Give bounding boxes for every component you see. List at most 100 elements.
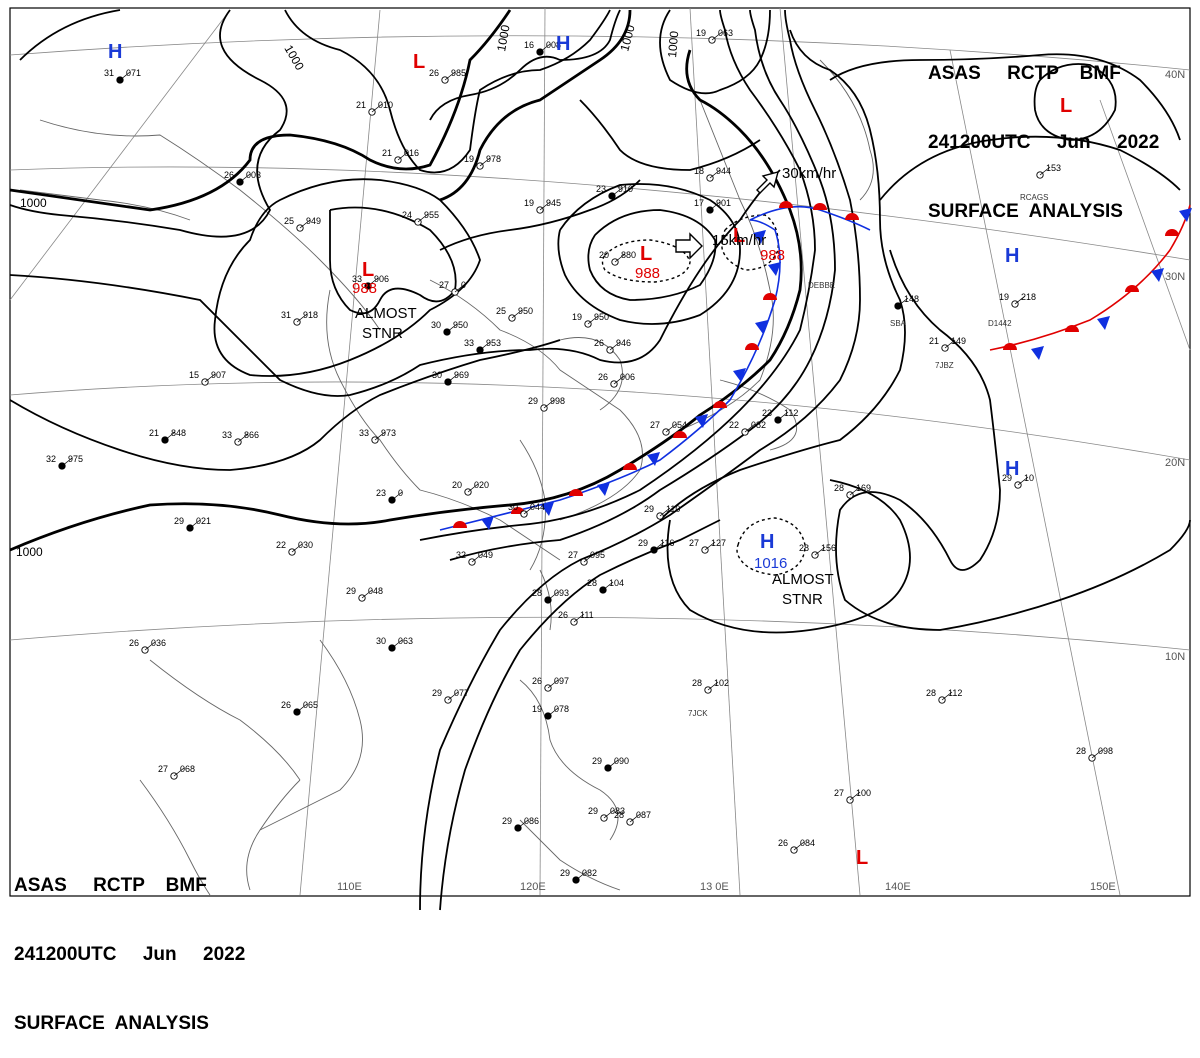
station-temperature: 21	[382, 148, 392, 158]
station-temperature: 25	[496, 306, 506, 316]
station-pressure: 008	[546, 40, 561, 50]
station-plot: 19 978	[464, 154, 501, 170]
station-plot: 31 918	[281, 310, 318, 326]
station-plot: 19 063	[696, 28, 733, 44]
warm-front-semicircle	[779, 201, 793, 208]
station-pressure: 906	[374, 274, 389, 284]
station-pressure: 065	[303, 700, 318, 710]
station-temperature: 26	[558, 610, 568, 620]
wind-barb	[164, 431, 176, 441]
latitude-label: 40N	[1165, 69, 1185, 81]
station-plot: 18 944	[694, 166, 731, 182]
station-pressure: 127	[711, 538, 726, 548]
wind-barb	[539, 43, 551, 53]
station-plot: 29 083	[588, 806, 625, 822]
station-plot: 29 082	[560, 868, 597, 884]
station-plot: 30 063	[376, 636, 413, 652]
almost-stationary-label: ALMOST	[355, 305, 417, 322]
station-plot: 27 100	[834, 788, 871, 804]
station-temperature: 32	[456, 550, 466, 560]
wind-barb	[1014, 295, 1026, 305]
station-plot: 21 010	[356, 100, 393, 116]
header-line-2: 241200UTC Jun 2022	[928, 132, 1160, 153]
station-pressure: 169	[856, 483, 871, 493]
station-pressure: 049	[478, 550, 493, 560]
station-pressure: 086	[524, 816, 539, 826]
station-temperature: 19	[572, 312, 582, 322]
wind-barb	[665, 423, 677, 433]
wind-barb	[944, 339, 956, 349]
station-temperature: 28	[1076, 746, 1086, 756]
station-plot: 25 949	[284, 216, 321, 232]
station-pressure: 975	[68, 454, 83, 464]
wind-barb	[444, 71, 456, 81]
station-temperature: 33	[464, 338, 474, 348]
wind-barb	[709, 201, 721, 211]
station-temperature: 33	[352, 274, 362, 284]
wind-barb	[613, 375, 625, 385]
station-plot: 28 104	[587, 578, 624, 594]
station-pressure: 098	[1098, 746, 1113, 756]
station-temperature: 33	[359, 428, 369, 438]
low-center-symbol: L	[1060, 95, 1072, 117]
station-plot: 22 030	[276, 540, 313, 556]
isobar-labels: 1000 1000 1000 1000 1000 1000	[16, 23, 681, 559]
station-temperature: 29	[1002, 473, 1012, 483]
header-bottom-left: ASAS RCTP BMF 241200UTC Jun 2022 SURFACE…	[14, 828, 245, 1058]
station-temperature: 21	[149, 428, 159, 438]
station-plot: 20 020	[452, 480, 489, 496]
station-temperature: 27	[439, 280, 449, 290]
ship-id: D1442	[988, 319, 1012, 328]
station-plot: 26 985	[429, 68, 466, 84]
station-plot: 26 006	[598, 372, 635, 388]
station-plot: 28 087	[614, 810, 651, 826]
station-pressure: 969	[454, 370, 469, 380]
station-plot: 21 848	[149, 428, 186, 444]
almost-stationary-label: STNR	[362, 325, 403, 342]
station-temperature: 26	[594, 338, 604, 348]
warm-front-semicircle	[1065, 325, 1079, 332]
station-pressure: 044	[530, 502, 545, 512]
wind-barb	[547, 591, 559, 601]
station-plot: 29 077	[432, 688, 469, 704]
wind-barb	[539, 201, 551, 211]
station-temperature: 15	[189, 370, 199, 380]
station-plot: 17 901	[694, 198, 731, 214]
station-plot: 29 021	[174, 516, 211, 532]
ship-id: 7JBZ	[935, 361, 954, 370]
cold-front-triangle	[481, 516, 494, 530]
coastlines	[19, 59, 874, 896]
station-plot: 27 127	[689, 538, 726, 554]
station-plot: 26 003	[224, 170, 261, 186]
station-temperature: 28	[926, 688, 936, 698]
station-plot: 29 090	[592, 756, 629, 772]
station-temperature: 29	[560, 868, 570, 878]
latitude-label: 10N	[1165, 651, 1185, 663]
station-temperature: 29	[592, 756, 602, 766]
isobar-label: 1000	[494, 23, 512, 52]
wind-barb	[897, 297, 909, 307]
cold-front-triangle	[597, 482, 610, 496]
station-pressure: 097	[554, 676, 569, 686]
wind-barb	[543, 399, 555, 409]
pressure-centers: H L H L 988 L 988 L 988 H H H 1016 L L	[108, 33, 1072, 869]
station-pressure: 950	[453, 320, 468, 330]
station-pressure: 104	[609, 578, 624, 588]
high-center-symbol: H	[108, 41, 122, 63]
isobar-label: 1000	[20, 196, 47, 210]
station-temperature: 29	[644, 504, 654, 514]
wind-barb	[603, 809, 615, 819]
high-center-value: 1016	[754, 555, 787, 572]
station-pressure: 030	[298, 540, 313, 550]
wind-barb	[744, 423, 756, 433]
station-pressure: 016	[404, 148, 419, 158]
station-temperature: 26	[429, 68, 439, 78]
station-plot: 16 008	[524, 40, 561, 56]
wind-barb	[573, 613, 585, 623]
header-line-3: SURFACE ANALYSIS	[928, 201, 1123, 222]
station-pressure: 090	[614, 756, 629, 766]
station-temperature: 28	[532, 588, 542, 598]
warm-front-semicircle	[763, 293, 777, 300]
ship-id: 7JCK	[688, 709, 708, 718]
